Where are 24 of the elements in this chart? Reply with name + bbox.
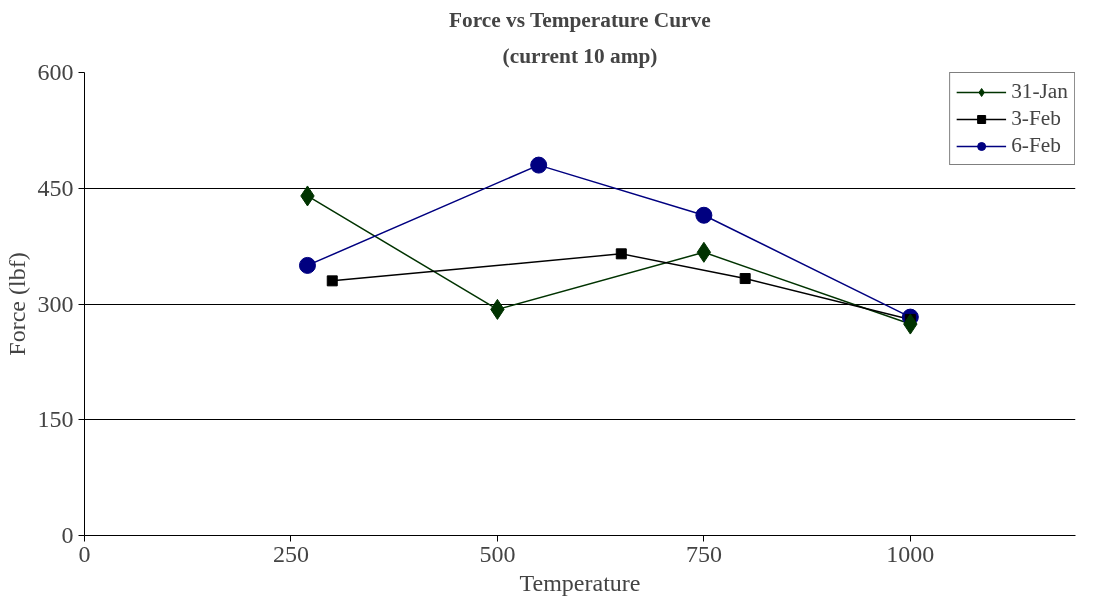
y-axis-title: Force (lbf) xyxy=(3,252,30,356)
point xyxy=(615,248,627,260)
legend-label: 3-Feb xyxy=(1011,106,1061,131)
chart-title: Force vs Temperature Curve xyxy=(449,7,711,32)
x-tick-label: 0 xyxy=(78,540,91,567)
x-tick-label: 1000 xyxy=(886,540,935,567)
x-tick-label: 250 xyxy=(272,540,309,567)
point xyxy=(530,156,548,174)
legend-label: 6-Feb xyxy=(1011,133,1061,158)
y-tick-label: 150 xyxy=(37,406,74,433)
y-tick-label: 450 xyxy=(37,174,74,201)
point xyxy=(326,275,338,287)
point xyxy=(696,241,712,263)
point xyxy=(298,256,316,274)
point xyxy=(739,273,751,285)
y-tick-label: 0 xyxy=(61,522,74,548)
y-tick-label: 300 xyxy=(37,290,74,317)
chart-subtitle: (current 10 amp) xyxy=(502,43,658,68)
x-tick-label: 500 xyxy=(479,540,516,567)
x-tick-label: 750 xyxy=(685,540,722,567)
y-tick-label: 600 xyxy=(37,59,74,85)
x-axis-title: Temperature xyxy=(519,569,641,596)
point xyxy=(695,206,713,224)
legend-label: 31-Jan xyxy=(1011,79,1068,104)
